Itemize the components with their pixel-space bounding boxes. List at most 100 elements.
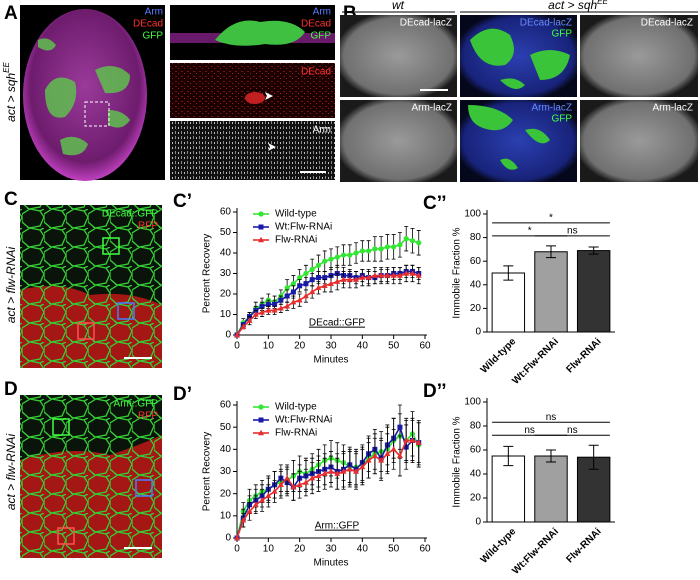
marker <box>328 468 334 474</box>
marker <box>390 272 397 278</box>
y-tick-label: 40 <box>220 248 232 259</box>
significance-label: ns <box>567 425 578 436</box>
y-tick-label: 20 <box>220 488 232 499</box>
marker <box>240 517 247 523</box>
roi <box>77 322 95 340</box>
y-tick-label: 10 <box>220 309 232 320</box>
marker <box>371 272 378 278</box>
arrowhead <box>268 143 276 151</box>
panel-label: C’ <box>173 191 192 212</box>
y-tick-label: 60 <box>470 445 482 456</box>
legend-label: Wt:Flw-RNAi <box>275 222 332 233</box>
marker <box>302 479 309 485</box>
gfp-clones <box>38 38 130 156</box>
bar <box>576 250 611 333</box>
panel-label: C <box>4 189 18 210</box>
x-tick-label: 60 <box>419 341 431 352</box>
marker <box>284 474 291 481</box>
panel-label: C’’ <box>423 193 447 214</box>
marker <box>403 236 409 242</box>
marker <box>334 254 340 260</box>
x-tick-label: 0 <box>234 544 240 555</box>
marker <box>252 311 259 317</box>
marker <box>265 301 271 307</box>
y-tick-label: 20 <box>470 493 482 504</box>
y-tick-label: 10 <box>220 510 232 521</box>
legend-label: Wt:Flw-RNAi <box>275 415 332 426</box>
x-tick-label: Wt:Flw-RNAi <box>510 336 561 387</box>
roi <box>135 479 153 497</box>
marker <box>290 483 297 490</box>
marker <box>396 452 403 459</box>
annotation: Arm::GFP <box>315 521 360 532</box>
y-tick-label: 100 <box>464 209 481 220</box>
image-label: GFP <box>551 114 572 125</box>
y-tick-label: 30 <box>220 268 232 279</box>
marker <box>397 424 403 430</box>
marker <box>309 288 316 295</box>
marker <box>272 301 278 307</box>
x-axis-label: Minutes <box>313 558 348 569</box>
marker <box>309 277 315 283</box>
significance-label: ns <box>546 412 557 423</box>
marker <box>309 474 316 481</box>
marker <box>303 281 309 287</box>
marker <box>328 256 334 262</box>
inset-decad <box>170 63 335 118</box>
zoom-box <box>84 101 110 127</box>
y-tick-label: 0 <box>225 330 231 341</box>
significance-label: * <box>528 226 532 237</box>
y-tick-label: 40 <box>470 469 482 480</box>
legend-label: Flw-RNAi <box>275 235 317 246</box>
marker <box>384 272 391 278</box>
x-tick-label: 0 <box>234 341 240 352</box>
y-tick-label: 60 <box>470 256 482 267</box>
marker <box>246 508 253 514</box>
image-label: DEcad-lacZ <box>400 18 452 29</box>
y-tick-label: 40 <box>220 444 232 455</box>
roi <box>52 418 70 436</box>
channel-label: Arm <box>313 125 331 136</box>
marker <box>403 270 410 276</box>
marker <box>234 331 240 338</box>
channel-label: RFP <box>138 411 158 422</box>
marker <box>322 258 328 264</box>
marker <box>415 272 422 278</box>
roi <box>117 302 135 320</box>
significance-label: ns <box>524 425 535 436</box>
y-axis-label: Percent Recovery <box>202 432 213 511</box>
marker <box>353 276 360 282</box>
y-tick-label: 80 <box>470 421 482 432</box>
x-tick-label: Wild-type <box>479 526 519 566</box>
genotype-label: act > sqhEE <box>2 61 18 121</box>
bar <box>534 251 568 333</box>
marker <box>346 466 353 472</box>
x-axis-label: Minutes <box>313 355 348 366</box>
image-label: Arm-lacZ <box>652 103 693 114</box>
marker <box>384 244 390 250</box>
marker <box>265 492 272 499</box>
marker <box>378 272 385 278</box>
micrograph <box>340 100 457 182</box>
marker <box>284 293 290 299</box>
marker <box>365 274 372 280</box>
marker <box>277 305 284 311</box>
x-tick-label: 60 <box>419 544 431 555</box>
y-tick-label: 100 <box>464 397 481 408</box>
marker <box>258 236 264 243</box>
marker <box>271 307 278 313</box>
legend-label: Flw-RNAi <box>275 428 317 439</box>
marker <box>353 468 360 474</box>
bar <box>491 455 526 523</box>
marker <box>359 463 366 470</box>
significance-label: * <box>549 213 553 224</box>
marker <box>277 481 284 487</box>
marker <box>259 497 266 503</box>
annotation: DEcad::GFP <box>309 318 365 329</box>
error-bar <box>503 265 514 281</box>
marker <box>391 244 397 250</box>
marker <box>315 262 322 268</box>
marker <box>271 488 278 494</box>
